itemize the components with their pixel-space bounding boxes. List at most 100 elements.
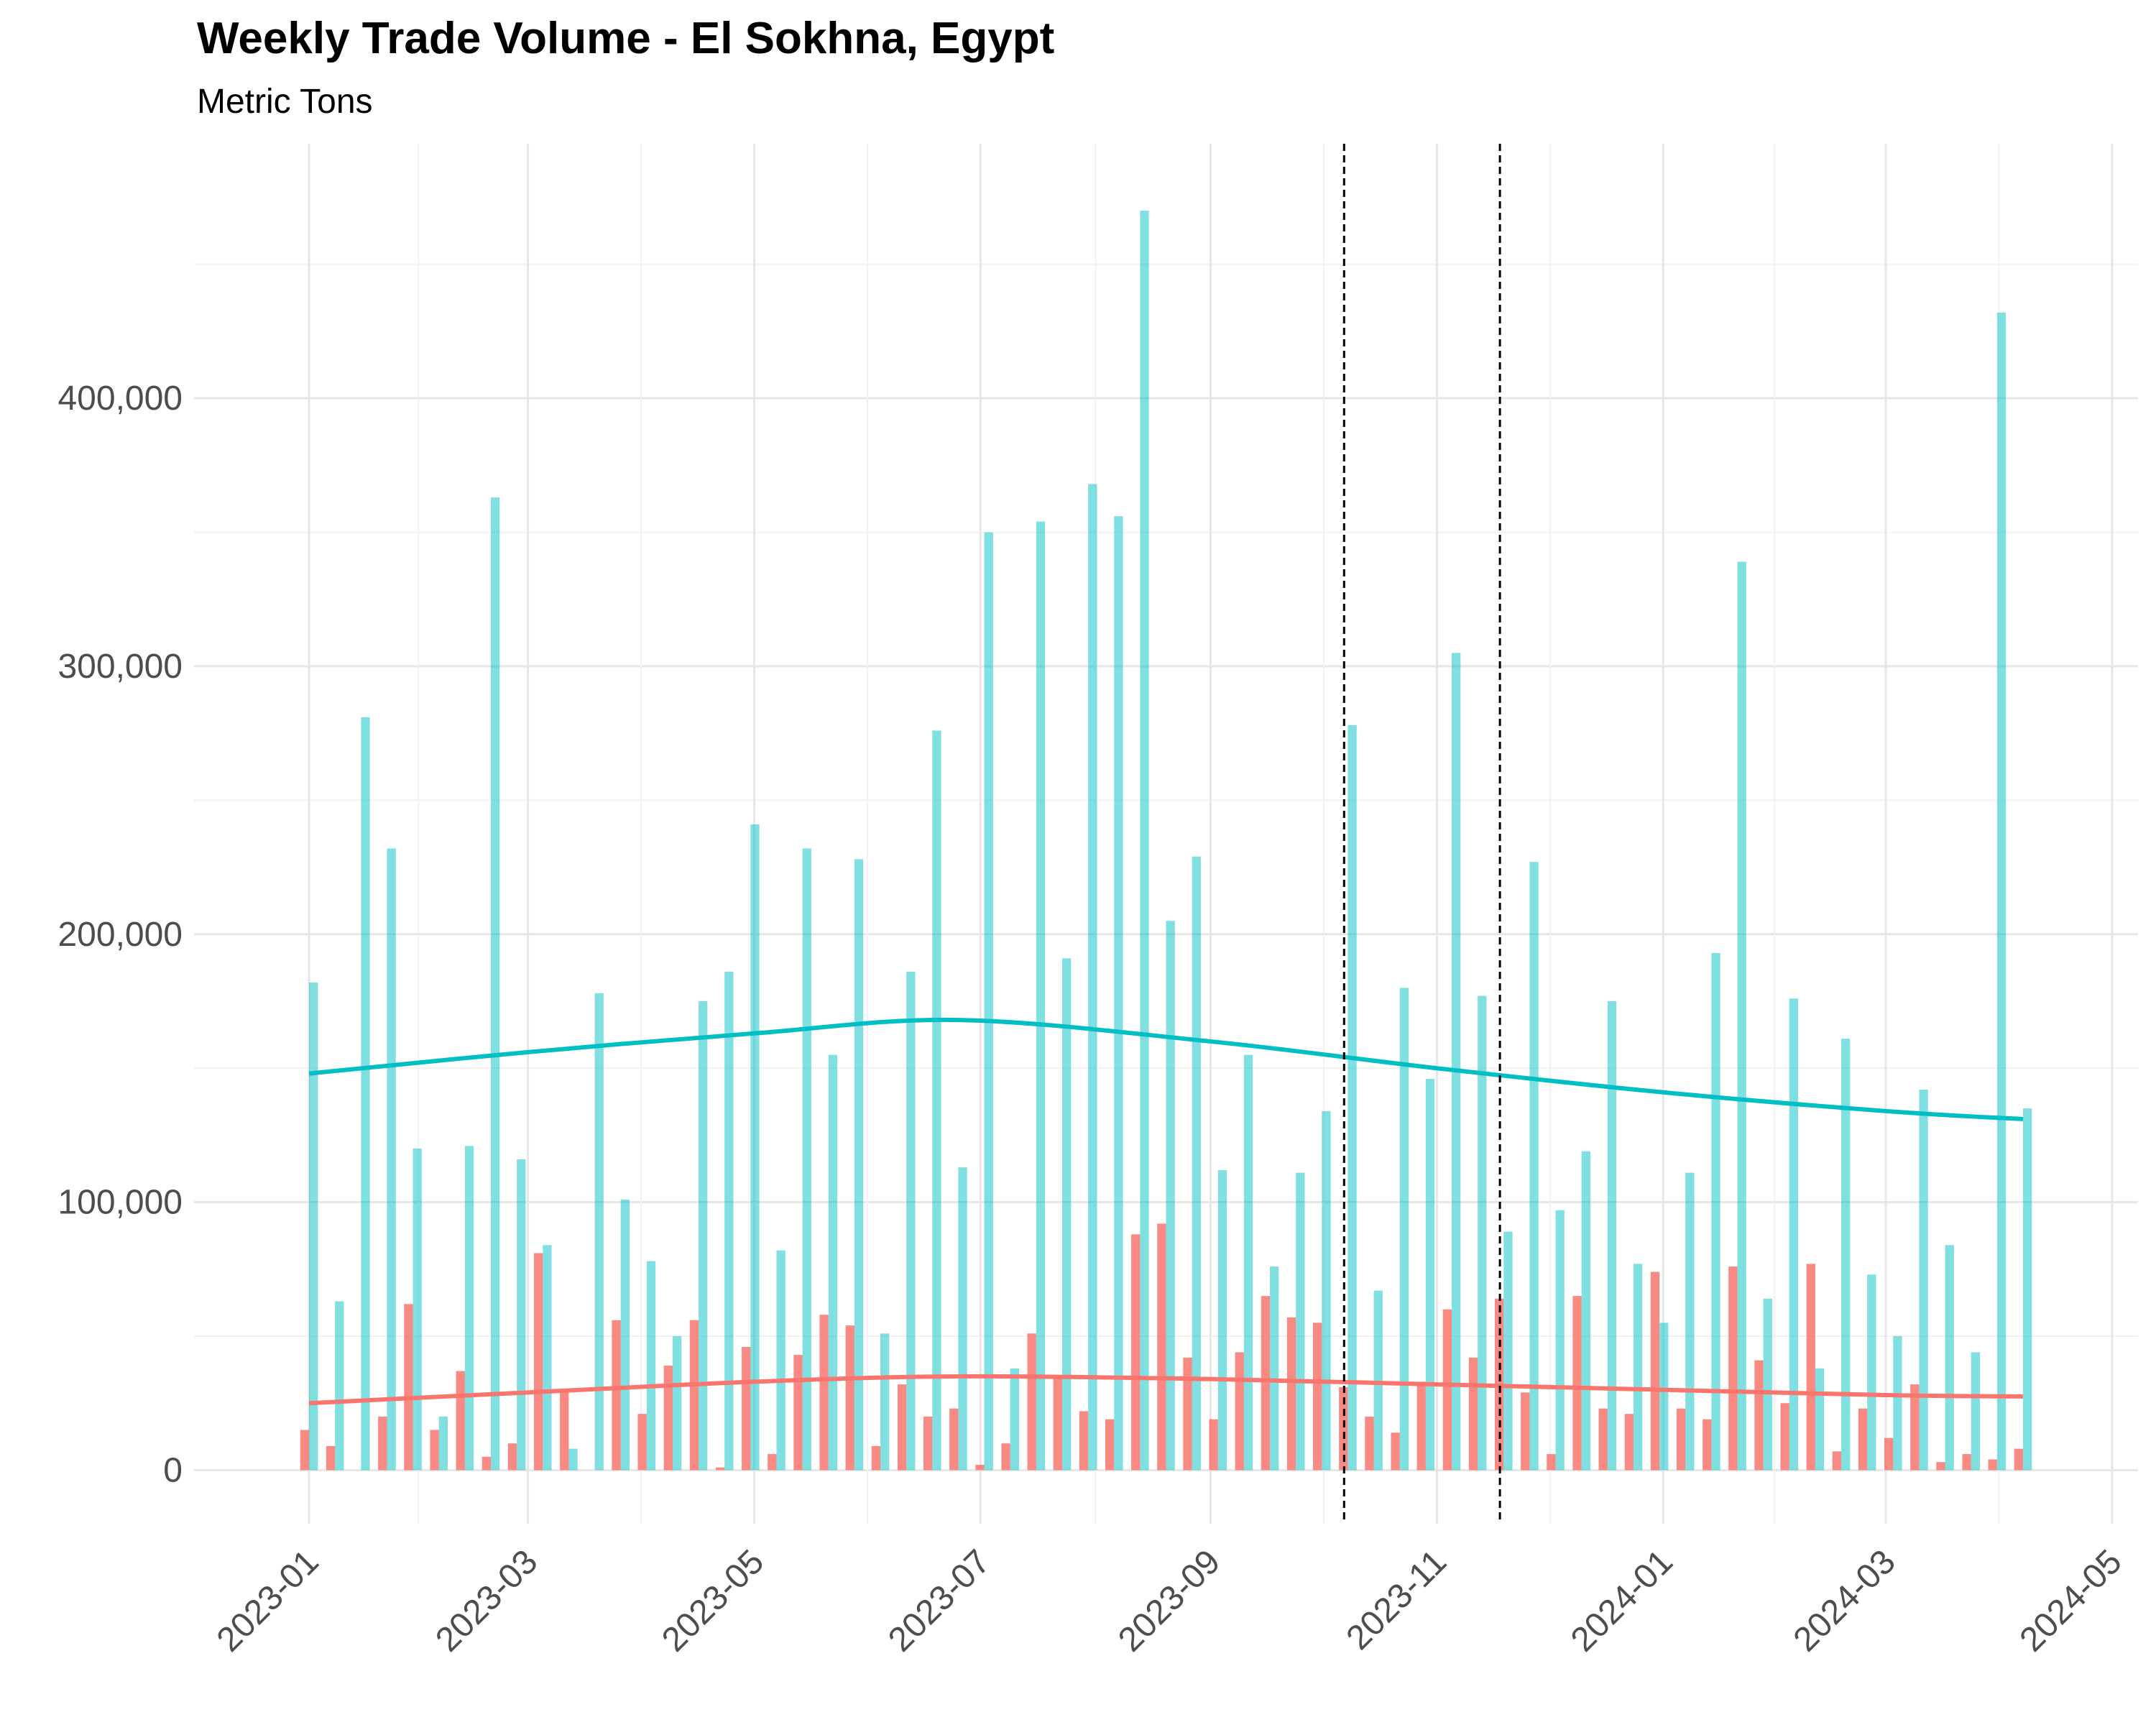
bar-series-1 (1806, 1264, 1815, 1471)
bar-series-1 (1728, 1266, 1738, 1471)
bar-series-2 (438, 1416, 448, 1471)
bar-series-1 (1832, 1451, 1842, 1471)
bar-series-1 (533, 1253, 543, 1471)
chart-subtitle: Metric Tons (197, 83, 373, 121)
bar-series-2 (802, 848, 811, 1471)
bar-series-2 (594, 993, 604, 1471)
bar-series-1 (300, 1430, 310, 1471)
bar-series-2 (1114, 516, 1123, 1471)
x-tick-label: 2023-11 (1340, 1542, 1455, 1657)
bar-series-1 (2014, 1448, 2023, 1471)
bar-series-2 (568, 1448, 578, 1471)
bar-series-2 (2022, 1108, 2032, 1471)
bar-series-1 (715, 1467, 725, 1471)
bar-series-1 (1027, 1333, 1036, 1471)
bar-series-1 (793, 1355, 803, 1471)
bar-series-2 (1296, 1172, 1305, 1471)
bar-series-1 (1703, 1419, 1712, 1471)
bar-series-1 (1884, 1438, 1894, 1471)
bar-series-2 (1140, 211, 1149, 1471)
bar-series-1 (742, 1346, 751, 1471)
bar-series-2 (1893, 1336, 1902, 1471)
bar-series-2 (906, 972, 916, 1471)
bar-series-2 (1841, 1039, 1851, 1471)
bar-series-1 (1572, 1296, 1582, 1471)
bar-series-1 (1468, 1357, 1478, 1471)
bar-series-1 (897, 1384, 907, 1471)
bar-series-1 (871, 1445, 881, 1471)
bar-series-2 (1685, 1172, 1695, 1471)
bar-series-2 (620, 1199, 630, 1471)
x-tick-label: 2024-01 (1564, 1542, 1680, 1659)
bar-series-1 (1313, 1322, 1322, 1471)
bar-series-1 (430, 1430, 439, 1471)
bar-series-1 (560, 1389, 569, 1471)
bar-series-2 (1010, 1368, 1019, 1471)
x-tick-label: 2023-03 (428, 1542, 545, 1659)
bar-series-2 (1659, 1322, 1669, 1471)
y-tick-label: 100,000 (57, 1184, 183, 1222)
bar-series-2 (1971, 1352, 1980, 1471)
bar-series-2 (413, 1149, 422, 1471)
bar-series-1 (1547, 1454, 1556, 1471)
bar-series-1 (768, 1454, 777, 1471)
bar-series-1 (1157, 1223, 1166, 1471)
bar-series-2 (1711, 952, 1720, 1471)
bar-series-2 (1867, 1274, 1876, 1471)
bar-series-1 (1936, 1462, 1945, 1471)
bar-series-2 (828, 1054, 838, 1471)
bar-series-1 (663, 1366, 673, 1471)
bar-series-1 (1365, 1416, 1374, 1471)
x-tick-label: 2024-05 (2013, 1542, 2129, 1659)
bar-series-1 (507, 1443, 517, 1471)
bar-series-2 (854, 859, 864, 1471)
bar-series-1 (637, 1414, 647, 1471)
bar-series-2 (543, 1245, 552, 1471)
bar-series-2 (1607, 1001, 1617, 1471)
bar-series-1 (378, 1416, 387, 1471)
bar-series-2 (1763, 1298, 1772, 1471)
bar-series-1 (1910, 1384, 1920, 1471)
bar-series-2 (646, 1261, 656, 1471)
bar-series-2 (1529, 862, 1539, 1471)
bar-series-2 (490, 497, 500, 1471)
bar-series-2 (1399, 988, 1409, 1471)
bar-series-1 (1676, 1408, 1686, 1471)
bar-series-1 (1286, 1317, 1296, 1471)
bar-series-1 (1001, 1443, 1010, 1471)
bar-series-2 (1036, 521, 1046, 1471)
y-tick-label: 300,000 (57, 648, 183, 686)
bar-series-2 (1789, 998, 1799, 1471)
bar-series-2 (361, 717, 370, 1471)
bar-series-2 (1192, 856, 1201, 1471)
bar-series-1 (923, 1416, 933, 1471)
y-tick-label: 400,000 (57, 380, 183, 418)
bar-series-2 (699, 1001, 708, 1471)
bar-series-2 (517, 1159, 526, 1471)
bar-series-1 (1650, 1271, 1660, 1471)
bar-series-1 (1624, 1414, 1634, 1471)
chart-title: Weekly Trade Volume - El Sokhna, Egypt (197, 14, 1055, 63)
bar-series-1 (1391, 1432, 1400, 1471)
bar-series-2 (1503, 1231, 1513, 1471)
bar-series-2 (1478, 995, 1487, 1471)
bar-series-2 (1348, 725, 1357, 1471)
bar-series-2 (776, 1250, 786, 1471)
bar-series-2 (672, 1336, 682, 1471)
bar-series-1 (1339, 1386, 1348, 1471)
bar-series-2 (1581, 1151, 1590, 1471)
bar-series-2 (1633, 1264, 1643, 1471)
bar-series-1 (1053, 1376, 1062, 1471)
bar-series-1 (1780, 1403, 1789, 1471)
bar-series-2 (1270, 1266, 1279, 1471)
bar-series-1 (949, 1408, 959, 1471)
bar-series-2 (932, 730, 941, 1471)
bar-series-2 (958, 1167, 967, 1471)
bar-series-1 (1442, 1309, 1452, 1471)
bar-series-2 (724, 972, 734, 1471)
bar-series-1 (819, 1315, 829, 1471)
bar-series-2 (387, 848, 396, 1471)
bar-series-2 (1373, 1290, 1383, 1471)
bar-series-1 (1235, 1352, 1244, 1471)
